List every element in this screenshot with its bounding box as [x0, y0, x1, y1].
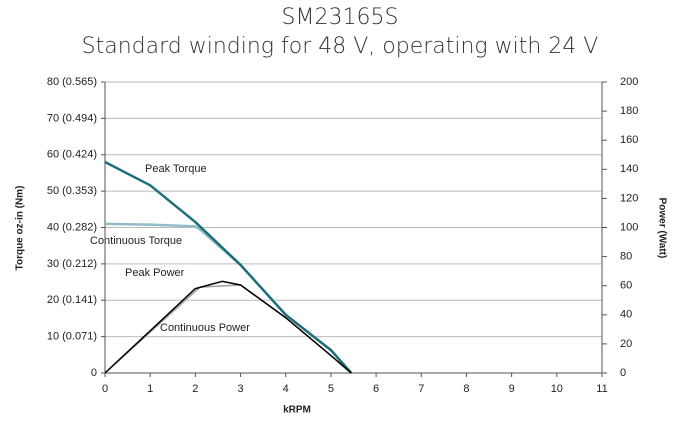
x-tick-label: 2 — [192, 383, 198, 395]
x-tick-label: 3 — [237, 383, 243, 395]
y2-axis-label: Power (Watt) — [656, 198, 667, 259]
y2-tick-label: 20 — [620, 338, 632, 350]
y2-tick-label: 40 — [620, 309, 632, 321]
y-tick-label: 60 (0.424) — [47, 149, 97, 161]
series-line — [104, 280, 352, 374]
y-axis-label: Torque oz-in (Nm) — [15, 186, 26, 271]
annotation: Peak Torque — [145, 163, 207, 175]
x-tick-label: 6 — [373, 383, 379, 395]
x-tick-label: 0 — [102, 383, 108, 395]
x-tick-label: 9 — [509, 383, 515, 395]
x-tick-label: 5 — [328, 383, 334, 395]
y-tick-label: 80 (0.565) — [47, 76, 97, 88]
x-tick-label: 8 — [463, 383, 469, 395]
y-tick-label: 20 (0.141) — [47, 294, 97, 306]
y2-tick-label: 0 — [620, 367, 626, 379]
annotation: Continuous Power — [160, 322, 250, 334]
chart-title: SM23165S — [282, 5, 399, 30]
y-tick-label: 30 (0.212) — [47, 258, 97, 270]
y-tick-label: 10 (0.071) — [47, 331, 97, 343]
x-tick-label: 1 — [147, 383, 153, 395]
annotation: Continuous Torque — [90, 235, 182, 247]
x-tick-label: 11 — [596, 383, 607, 395]
y2-tick-label: 200 — [620, 76, 638, 88]
y2-tick-label: 120 — [620, 192, 638, 204]
y2-tick-label: 140 — [620, 163, 638, 175]
x-tick-label: 4 — [283, 383, 289, 395]
x-tick-label: 10 — [551, 383, 563, 395]
chart-subtitle: Standard winding for 48 V, operating wit… — [82, 34, 599, 59]
y2-tick-label: 60 — [620, 280, 632, 292]
y2-tick-label: 100 — [620, 221, 638, 233]
annotation: Peak Power — [125, 267, 185, 279]
y-tick-label: 40 (0.282) — [47, 221, 97, 233]
x-axis-label: kRPM — [283, 405, 311, 416]
y-tick-label: 70 (0.494) — [47, 112, 97, 124]
y2-tick-label: 80 — [620, 251, 632, 263]
y2-tick-label: 160 — [620, 134, 638, 146]
y-tick-label: 0 — [91, 367, 97, 379]
x-tick-label: 7 — [418, 383, 424, 395]
y2-tick-label: 180 — [620, 105, 638, 117]
series-line — [104, 160, 353, 374]
y-tick-label: 50 (0.353) — [47, 185, 97, 197]
